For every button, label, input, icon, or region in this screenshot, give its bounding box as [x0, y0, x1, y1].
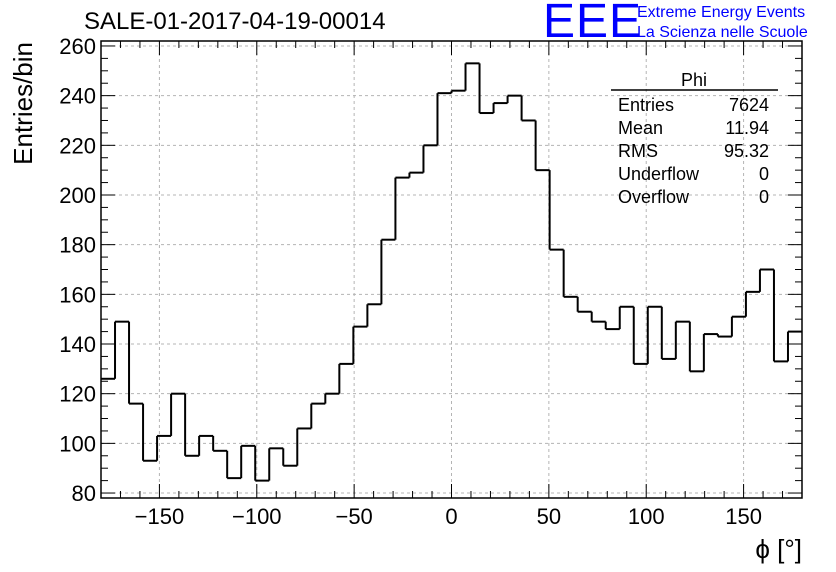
logo-line-2: La Scienza nelle Scuole — [637, 24, 808, 41]
y-tick-label: 200 — [59, 183, 96, 208]
stats-label: RMS — [618, 141, 658, 161]
x-tick-label: 50 — [537, 504, 561, 529]
stats-label: Mean — [618, 118, 663, 138]
y-tick-label: 80 — [72, 481, 96, 506]
axis-ticks — [100, 41, 803, 498]
x-tick-label: 100 — [628, 504, 665, 529]
stats-label: Entries — [618, 95, 674, 115]
x-tick-labels: −150 −100 −50 0 50 100 150 — [135, 504, 762, 529]
x-tick-label: −50 — [335, 504, 372, 529]
stats-value: 0 — [759, 164, 769, 184]
stats-title: Phi — [681, 70, 707, 90]
y-tick-label: 180 — [59, 233, 96, 258]
y-tick-label: 160 — [59, 282, 96, 307]
stats-label: Overflow — [618, 187, 690, 207]
x-tick-label: −100 — [232, 504, 282, 529]
y-tick-label: 260 — [59, 34, 96, 59]
stats-value: 11.94 — [725, 118, 769, 138]
x-tick-label: 0 — [445, 504, 457, 529]
y-tick-label: 220 — [59, 133, 96, 158]
x-tick-label: 150 — [725, 504, 762, 529]
y-tick-label: 120 — [59, 382, 96, 407]
x-tick-label: −150 — [135, 504, 185, 529]
stats-label: Underflow — [618, 164, 700, 184]
y-tick-label: 140 — [59, 332, 96, 357]
stats-box: Phi Entries 7624 Mean 11.94 RMS 95.32 Underflo… — [611, 70, 778, 207]
stats-value: 95.32 — [724, 141, 769, 161]
logo-line-1: Extreme Energy Events — [637, 4, 806, 21]
grid-lines — [101, 41, 802, 498]
stats-value: 0 — [759, 187, 769, 207]
stats-value: 7624 — [729, 95, 769, 115]
y-tick-label: 100 — [59, 431, 96, 456]
y-tick-label: 240 — [59, 84, 96, 109]
histogram-series — [101, 62, 802, 482]
run-title: SALE-01-2017-04-19-00014 — [84, 8, 386, 35]
logo-mark: EEE — [543, 0, 643, 48]
y-tick-labels: 80 100 120 140 160 180 200 220 240 260 — [59, 34, 96, 506]
x-axis-title: ϕ [°] — [755, 534, 802, 564]
y-axis-title: Entries/bin — [8, 42, 38, 165]
